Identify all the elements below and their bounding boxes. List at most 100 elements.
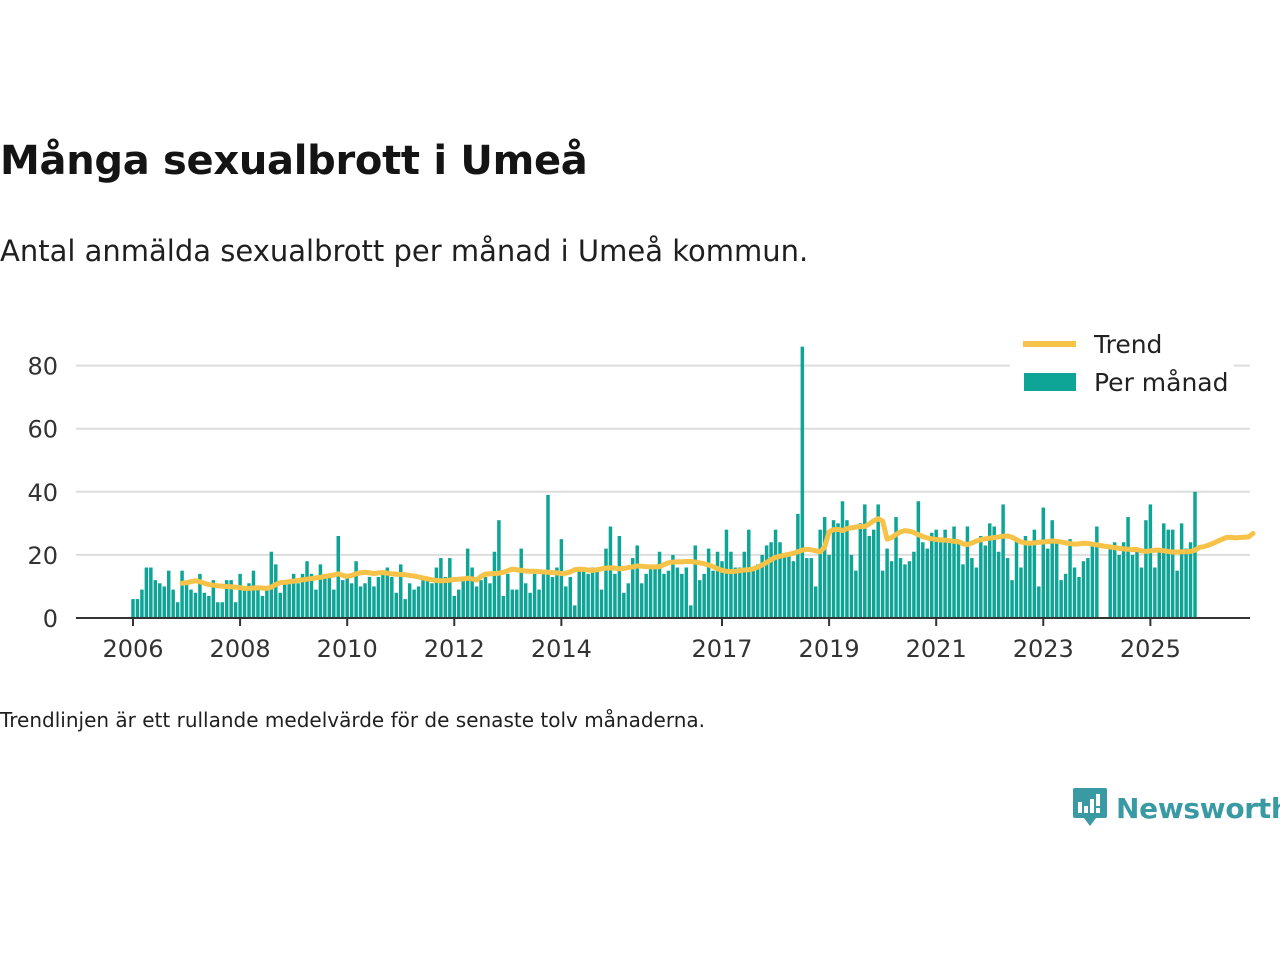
bar: [965, 526, 970, 618]
bar: [282, 580, 287, 618]
bar: [247, 583, 251, 618]
bar: [947, 539, 952, 619]
bar: [1139, 567, 1144, 618]
bar: [532, 573, 537, 618]
bar: [1014, 539, 1019, 619]
bar: [827, 554, 831, 618]
bar: [653, 567, 657, 618]
bar: [599, 589, 604, 618]
bar: [153, 580, 158, 618]
bar: [581, 567, 586, 618]
bar: [144, 567, 149, 618]
bar: [1068, 539, 1072, 619]
bar: [140, 589, 144, 618]
bar: [693, 545, 697, 618]
bar: [983, 545, 988, 618]
bar: [207, 595, 211, 618]
bar: [1130, 554, 1135, 618]
bar: [506, 573, 510, 618]
bar: [314, 589, 318, 618]
bar: [166, 570, 171, 618]
bar: [515, 589, 519, 618]
bar: [568, 576, 573, 619]
legend-bars-swatch: [1024, 373, 1076, 391]
bar: [952, 526, 956, 618]
bar: [1041, 507, 1046, 618]
bar: [1112, 542, 1117, 618]
bar: [1135, 551, 1139, 618]
bar: [394, 592, 399, 618]
bar: [1090, 545, 1095, 618]
bar: [1001, 504, 1005, 618]
y-tick-label: 40: [27, 479, 58, 507]
bar: [657, 551, 662, 618]
bar: [457, 589, 461, 618]
bar: [421, 580, 425, 618]
bar: [1010, 580, 1014, 618]
bar: [854, 570, 858, 618]
bar: [323, 576, 327, 619]
bar: [260, 595, 265, 618]
bar: [684, 567, 689, 618]
bar: [546, 494, 550, 618]
y-tick-label: 80: [27, 353, 58, 381]
bar: [974, 567, 979, 618]
bar: [555, 567, 559, 618]
bar: [805, 558, 809, 618]
bar: [1032, 529, 1037, 618]
bar: [251, 570, 256, 618]
bar: [979, 535, 983, 618]
bar: [755, 564, 760, 618]
bar: [760, 554, 764, 618]
bar: [256, 589, 260, 618]
bar: [372, 586, 376, 618]
bar: [662, 573, 666, 618]
bar: [1179, 523, 1184, 618]
x-tick-label: 2012: [424, 635, 485, 663]
bar: [831, 520, 836, 618]
bar: [813, 586, 818, 618]
bar: [912, 551, 916, 618]
bar: [666, 570, 671, 618]
bar: [992, 526, 996, 618]
x-tick-label: 2014: [531, 635, 592, 663]
bar: [238, 573, 242, 618]
bar: [622, 592, 626, 618]
bar: [943, 529, 947, 618]
bar: [849, 554, 854, 618]
bar: [644, 573, 648, 618]
bar: [608, 526, 613, 618]
bar: [769, 542, 773, 618]
bar: [407, 583, 412, 618]
bar: [291, 573, 296, 618]
bar: [938, 542, 943, 618]
bar: [925, 548, 930, 618]
newsworthy-logo[interactable]: Newsworthy: [1072, 786, 1280, 830]
bar: [1063, 573, 1068, 618]
bar: [871, 529, 876, 618]
bar: [1028, 545, 1032, 618]
bar: [1077, 576, 1081, 619]
bar: [724, 529, 729, 618]
bar: [220, 602, 224, 618]
x-tick-label: 2008: [210, 635, 271, 663]
bar: [613, 573, 617, 618]
bar: [626, 583, 631, 618]
bar: [318, 564, 323, 618]
bar: [1148, 504, 1153, 618]
bar: [434, 567, 439, 618]
bar: [604, 548, 608, 618]
bar: [425, 580, 430, 618]
bar: [1095, 526, 1099, 618]
x-tick-label: 2017: [691, 635, 752, 663]
bar: [300, 573, 305, 618]
bar: [867, 535, 871, 618]
bar: [956, 542, 961, 618]
bar: [764, 545, 769, 618]
bar: [340, 580, 345, 618]
bar: [729, 551, 733, 618]
bar: [519, 548, 523, 618]
bar: [497, 520, 501, 618]
trend-line: [179, 516, 1256, 591]
